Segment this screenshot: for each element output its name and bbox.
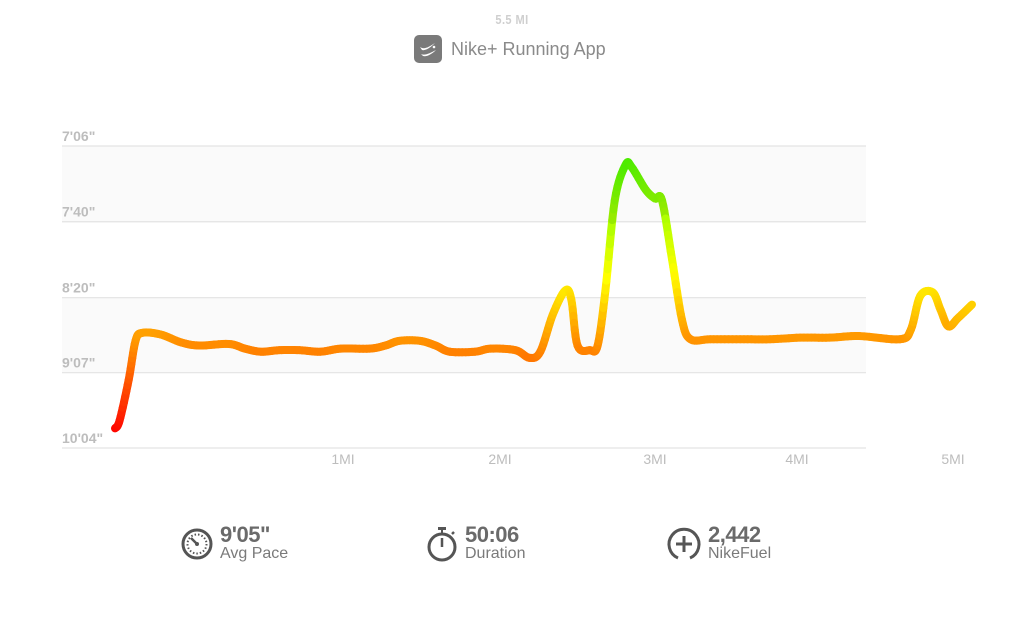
y-tick-label: 7'40" — [62, 204, 95, 220]
y-tick-label: 8'20" — [62, 280, 95, 296]
pace-line-segment — [966, 300, 976, 310]
nike-swoosh-icon — [414, 35, 442, 63]
run-stats: 9'05" Avg Pace 50:06 Duration 2,442 NikeFue… — [0, 522, 1024, 575]
app-source[interactable]: Nike+ Running App — [414, 35, 606, 63]
stat-duration: 50:06 Duration — [425, 522, 526, 562]
stat-nikefuel: 2,442 NikeFuel — [666, 522, 772, 562]
grid-band — [62, 297, 866, 373]
x-tick-label: 5MI — [941, 451, 964, 467]
y-tick-label: 7'06" — [62, 128, 95, 144]
grid-band — [62, 146, 866, 222]
x-tick-label: 3MI — [643, 451, 666, 467]
pace-chart: 7'06" 7'40" 8'20" 9'07" 10'04" 1MI 2MI 3MI 4MI 5… — [62, 128, 976, 467]
duration-value: 50:06 — [465, 522, 519, 547]
x-tick-label: 4MI — [785, 451, 808, 467]
nikefuel-value: 2,442 — [708, 522, 761, 547]
x-tick-label: 2MI — [488, 451, 511, 467]
duration-label: Duration — [465, 545, 526, 562]
x-tick-label: 1MI — [331, 451, 354, 467]
stat-avg-pace: 9'05" Avg Pace — [180, 522, 289, 562]
stopwatch-icon — [427, 526, 457, 561]
avg-pace-value: 9'05" — [220, 522, 270, 547]
speedometer-icon — [181, 528, 213, 559]
nikefuel-label: NikeFuel — [708, 545, 772, 562]
nikefuel-plus-icon — [667, 527, 701, 559]
avg-pace-label: Avg Pace — [220, 545, 289, 562]
run-distance: 5.5 MI — [495, 12, 529, 27]
y-tick-label: 9'07" — [62, 355, 95, 371]
app-name: Nike+ Running App — [451, 38, 606, 59]
y-tick-label: 10'04" — [62, 430, 103, 446]
